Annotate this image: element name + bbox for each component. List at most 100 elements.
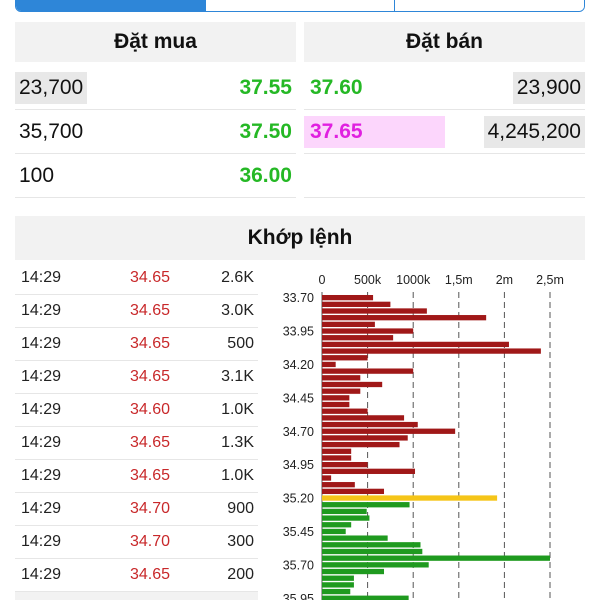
y-tick-label: 34.70 (283, 425, 314, 439)
volume-bar (322, 315, 487, 321)
volume-bar (322, 341, 509, 348)
volume-bar (322, 368, 414, 374)
tab-2[interactable] (205, 0, 396, 11)
volume-bar (322, 361, 336, 368)
buy-price: 37.50 (239, 120, 292, 143)
matched-time: 14:29 (21, 401, 62, 418)
volume-bar (322, 575, 354, 581)
top-tab-bar (15, 0, 585, 12)
volume-bar (322, 355, 368, 361)
matched-order-row[interactable]: 14:29 34.65 2.6K (15, 262, 258, 295)
volume-bar (322, 295, 374, 301)
x-tick-label: 1,5m (445, 273, 473, 287)
buy-order-row[interactable]: 100 36.00 (15, 154, 296, 198)
sell-price: 37.65 (304, 116, 445, 148)
matched-order-row[interactable]: 14:29 34.65 1.3K (15, 427, 258, 460)
volume-bar (322, 348, 541, 354)
matched-time: 14:29 (21, 302, 62, 319)
volume-bar (322, 401, 350, 408)
matched-time: 14:29 (21, 335, 62, 352)
matched-time: 14:29 (21, 500, 62, 517)
matched-price: 34.60 (130, 401, 171, 418)
volume-bar (322, 495, 498, 501)
matched-order-row[interactable]: 14:29 34.70 300 (15, 526, 258, 559)
volume-bar (322, 468, 416, 474)
volume-bar (322, 448, 352, 454)
buy-order-row[interactable]: 35,700 37.50 (15, 110, 296, 154)
volume-bar (322, 562, 429, 568)
buy-price: 37.55 (239, 76, 292, 99)
x-tick-label: 2,5m (536, 273, 564, 287)
sell-orders-header: Đặt bán (304, 22, 585, 62)
matched-volume: 2.6K (221, 269, 254, 286)
volume-profile-chart: 0 500k 1000k 1,5m 2m 2,5m 33.70 33.95 34.20 34.45… (283, 273, 564, 600)
sell-volume: 23,900 (512, 72, 585, 104)
volume-bar (322, 455, 352, 461)
matched-order-row[interactable]: 14:29 34.70 900 (15, 493, 258, 526)
volume-bar (322, 535, 388, 541)
volume-bar (322, 321, 375, 328)
matched-price: 34.65 (130, 566, 171, 583)
matched-order-row[interactable]: 14:29 34.65 500 (15, 328, 258, 361)
y-tick-label: 35.45 (283, 525, 314, 539)
matched-order-row[interactable]: 14:29 34.65 3.0K (15, 295, 258, 328)
matched-price: 34.65 (130, 434, 171, 451)
volume-bar (322, 375, 361, 381)
y-tick-label: 34.45 (283, 391, 314, 405)
matched-order-row[interactable]: 14:29 34.65 200 (15, 559, 258, 592)
matched-price: 34.65 (130, 302, 171, 319)
buy-price: 36.00 (239, 164, 292, 187)
sell-order-row-empty (304, 154, 585, 198)
volume-bar (322, 408, 368, 414)
volume-bar (322, 308, 427, 314)
volume-bar (322, 428, 456, 434)
buy-order-row[interactable]: 23,700 37.55 (15, 66, 296, 110)
sell-order-row[interactable]: 37.65 4,245,200 (304, 110, 585, 154)
volume-bar (322, 508, 367, 515)
matched-volume: 300 (227, 533, 254, 550)
volume-bar (322, 582, 354, 588)
y-tick-label: 34.95 (283, 458, 314, 472)
volume-bar (322, 502, 410, 508)
matched-order-row[interactable]: 14:29 34.65 1.0K (15, 460, 258, 493)
volume-bar (322, 548, 423, 555)
volume-bar (322, 542, 421, 548)
volume-bar (322, 388, 361, 394)
tab-3[interactable] (395, 0, 584, 11)
volume-bar (322, 515, 370, 521)
volume-bar (322, 595, 409, 600)
y-tick-label: 35.20 (283, 492, 314, 506)
volume-bar (322, 522, 352, 528)
matched-volume: 1.3K (221, 434, 254, 451)
buy-orders-header: Đặt mua (15, 22, 296, 62)
volume-bar (322, 395, 350, 401)
matched-volume: 500 (227, 335, 254, 352)
x-tick-label: 1000k (396, 273, 431, 287)
y-tick-label: 33.70 (283, 291, 314, 305)
volume-bar (322, 381, 383, 388)
matched-time: 14:29 (21, 434, 62, 451)
y-tick-label: 35.70 (283, 558, 314, 572)
volume-bar (322, 421, 418, 428)
tab-1[interactable] (16, 0, 206, 11)
matched-volume: 1.0K (221, 401, 254, 418)
matched-volume: 200 (227, 566, 254, 583)
matched-price: 34.70 (130, 533, 171, 550)
matched-order-row[interactable]: 14:29 34.65 3.1K (15, 361, 258, 394)
x-tick-label: 500k (354, 273, 382, 287)
sell-order-row[interactable]: 37.60 23,900 (304, 66, 585, 110)
matched-orders-header: Khớp lệnh (15, 216, 585, 260)
x-tick-label: 2m (496, 273, 513, 287)
matched-price: 34.65 (130, 269, 171, 286)
y-tick-label: 35.95 (283, 592, 314, 600)
sell-volume: 4,245,200 (483, 116, 585, 148)
matched-time: 14:29 (21, 467, 62, 484)
volume-bar (322, 482, 355, 488)
matched-price: 34.65 (130, 335, 171, 352)
matched-order-row[interactable]: 14:29 34.60 1.0K (15, 394, 258, 427)
volume-bar (322, 462, 368, 468)
matched-volume: 3.0K (221, 302, 254, 319)
sell-price: 37.60 (310, 76, 363, 99)
y-tick-label: 33.95 (283, 325, 314, 339)
matched-time: 14:29 (21, 533, 62, 550)
